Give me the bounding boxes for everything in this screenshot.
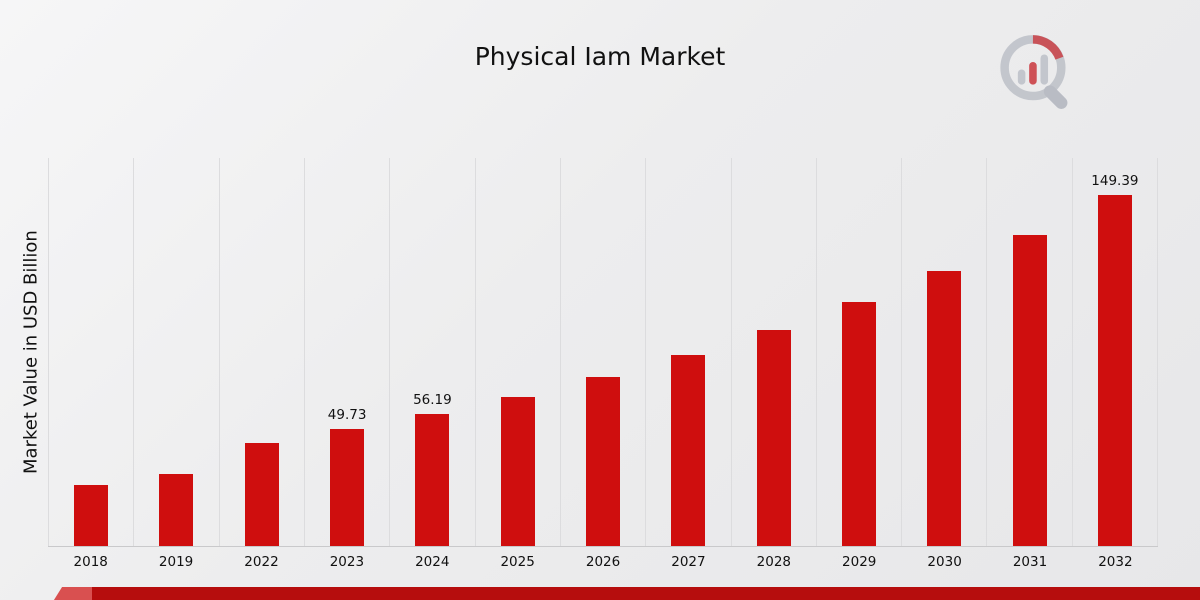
- footer-stripe: [92, 587, 1200, 600]
- chart-slot: 49.73: [303, 158, 389, 546]
- bar-2019: [159, 473, 194, 546]
- x-tick-2024: 2024: [415, 554, 450, 570]
- bar-2018: [74, 484, 109, 546]
- page-title: Physical Iam Market: [474, 42, 726, 71]
- x-tick-2026: 2026: [585, 554, 621, 570]
- bar-2026: [586, 377, 621, 546]
- chart-slot: [133, 158, 218, 546]
- chart-slot: [474, 158, 560, 546]
- bar-2027: [671, 355, 706, 546]
- chart-slot: [559, 158, 645, 546]
- bar-2030: [927, 270, 962, 546]
- x-tick-2027: 2027: [671, 554, 706, 570]
- y-axis-label: Market Value in USD Billion: [20, 230, 42, 474]
- brand-logo-icon: [1000, 35, 1068, 109]
- x-tick-2025: 2025: [500, 554, 535, 570]
- x-tick-2019: 2019: [158, 554, 194, 570]
- value-label-2023: 49.73: [327, 407, 367, 424]
- value-label-2024: 56.19: [413, 391, 452, 408]
- x-axis-ticks: 2018 2019 2022 2023 2024 2025 2026 2027 2028 2029…: [48, 554, 1158, 570]
- x-tick-2022: 2022: [244, 554, 279, 570]
- value-label-2032: 149.39: [1091, 172, 1139, 189]
- bar-2028: [756, 330, 791, 546]
- bar-chart: Market Value in USD Billion 49.73 56.19 14…: [14, 158, 1159, 570]
- x-tick-2028: 2028: [756, 554, 791, 570]
- bar-2023: 49.73: [328, 407, 366, 546]
- x-tick-2031: 2031: [1012, 554, 1048, 570]
- x-tick-2030: 2030: [927, 554, 962, 570]
- chart-slot: [645, 158, 730, 546]
- bar-2022: [244, 442, 279, 546]
- bar-2032: 149.39: [1091, 173, 1139, 546]
- bar-2029: [841, 302, 876, 546]
- chart-slot: [218, 158, 304, 546]
- bar-2024: 56.19: [413, 392, 452, 546]
- x-tick-2023: 2023: [329, 554, 365, 570]
- chart-slot: [986, 158, 1071, 546]
- chart-slot: [901, 158, 986, 546]
- bar-2031: [1012, 234, 1047, 546]
- x-tick-2032: 2032: [1098, 554, 1133, 570]
- bar-2025: [500, 396, 535, 546]
- chart-slot: [48, 158, 133, 546]
- chart-slot: [815, 158, 901, 546]
- chart-slot: 149.39: [1071, 158, 1159, 546]
- plot-area: 49.73 56.19 149.39: [48, 158, 1159, 547]
- x-tick-2018: 2018: [73, 554, 108, 570]
- x-tick-2029: 2029: [842, 554, 877, 570]
- chart-slot: [730, 158, 816, 546]
- chart-slot: 56.19: [389, 158, 474, 546]
